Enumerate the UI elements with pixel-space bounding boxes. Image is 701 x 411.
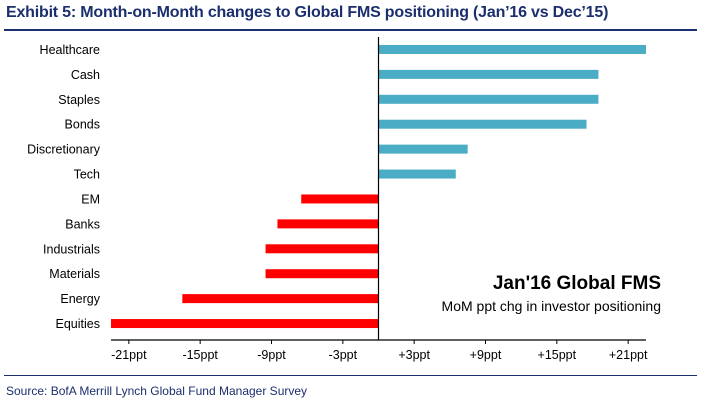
x-tick-label: +9ppt [470,348,502,362]
category-label-staples: Staples [58,93,100,107]
category-label-cash: Cash [71,68,100,82]
annotation-subtitle: MoM ppt chg in investor positioning [442,298,661,314]
category-label-banks: Banks [65,217,100,231]
category-label-healthcare: Healthcare [40,43,100,57]
category-label-industrials: Industrials [43,242,100,256]
x-tick-label: -21ppt [111,348,147,362]
category-labels: Healthcare Cash Staples Bonds Discretionary T… [27,43,101,331]
category-label-tech: Tech [74,168,100,182]
chart-title: Exhibit 5: Month-on-Month changes to Glo… [6,4,609,21]
bar-energy [182,294,379,304]
category-label-bonds: Bonds [65,118,100,132]
footer-rule [4,375,697,376]
category-label-equities: Equities [56,317,100,331]
x-tick-label: +3ppt [398,348,430,362]
category-label-discretionary: Discretionary [27,143,101,157]
bar-banks [277,219,379,229]
bar-industrials [265,244,379,254]
title-rule [4,29,697,31]
bar-healthcare [378,44,646,54]
bar-equities [111,319,379,329]
bar-tech [378,169,456,179]
x-tick-label: +15ppt [538,348,577,362]
bar-bonds [378,119,587,129]
axes-group [111,37,646,344]
tick-labels: -21ppt -15ppt -9ppt -3ppt +3ppt +9ppt +15ppt +2… [111,348,648,362]
bar-em [301,194,379,204]
x-tick-label: -15ppt [182,348,218,362]
category-label-energy: Energy [60,292,100,306]
bar-materials [265,269,379,279]
category-label-materials: Materials [49,267,100,281]
bar-discretionary [378,144,468,154]
bar-cash [378,69,599,79]
x-tick-label: -3ppt [329,348,358,362]
x-tick-label: +21ppt [609,348,648,362]
x-tick-label: -9ppt [257,348,286,362]
bar-staples [378,94,599,104]
annotation-title: Jan'16 Global FMS [493,273,661,294]
source-note: Source: BofA Merrill Lynch Global Fund M… [6,384,308,398]
bars-group [111,44,646,329]
category-label-em: EM [81,192,100,206]
